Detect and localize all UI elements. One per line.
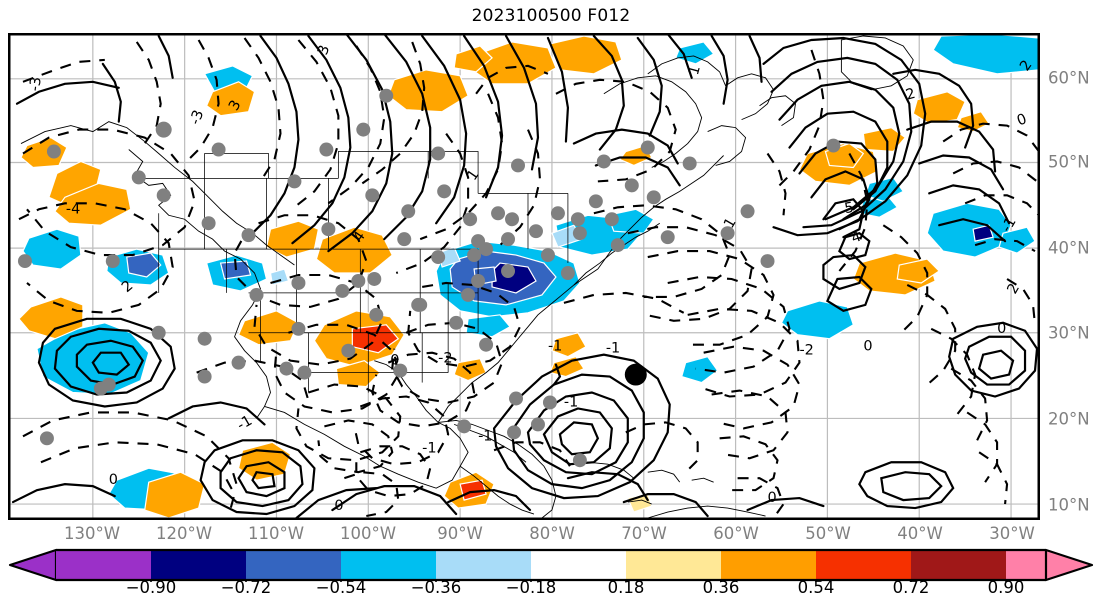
svg-text:0: 0 <box>390 353 399 369</box>
svg-text:-4: -4 <box>66 201 80 217</box>
ytick-1: 50°N <box>1048 152 1090 172</box>
xtick-2: 110°W <box>247 524 305 543</box>
ytick-2: 40°N <box>1048 238 1090 258</box>
shaded-field <box>18 34 1039 519</box>
svg-text:0: 0 <box>334 498 343 514</box>
storm-center-marker[interactable] <box>624 363 647 386</box>
svg-text:1: 1 <box>686 64 704 77</box>
xtick-10: 30°W <box>989 524 1035 543</box>
cbar-seg-5 <box>531 550 626 580</box>
cbar-extend-max <box>1044 548 1094 582</box>
svg-text:0: 0 <box>109 472 118 488</box>
svg-text:0: 0 <box>863 339 872 355</box>
map-canvas: -3 -4 -3 3 3 0 -2 4 2 -1 -1 -1 -1 -1 1 1… <box>9 34 1039 519</box>
xtick-6: 70°W <box>621 524 667 543</box>
svg-text:-3: -3 <box>187 108 207 127</box>
ytick-0: 60°N <box>1048 68 1090 88</box>
colorbar-body <box>8 548 1094 582</box>
cbar-seg-0 <box>56 550 151 580</box>
svg-text:-1: -1 <box>422 440 436 456</box>
colorbar-swatches <box>8 548 1094 582</box>
xtick-9: 40°W <box>897 524 943 543</box>
svg-text:-1: -1 <box>564 394 578 410</box>
cbar-ticklabel-9: 0.90 <box>987 578 1025 597</box>
cbar-ticklabel-7: 0.54 <box>797 578 835 597</box>
xtick-0: 130°W <box>63 524 121 543</box>
cbar-ticklabel-4: −0.18 <box>505 578 557 597</box>
cbar-seg-3 <box>341 550 436 580</box>
svg-text:-1: -1 <box>606 341 620 357</box>
xtick-7: 60°W <box>713 524 759 543</box>
svg-text:-2: -2 <box>438 351 452 367</box>
ytick-5: 10°N <box>1048 495 1090 515</box>
cbar-ticklabel-5: 0.18 <box>607 578 645 597</box>
svg-text:-1: -1 <box>999 215 1020 235</box>
svg-text:-2: -2 <box>799 343 813 359</box>
svg-text:2: 2 <box>904 86 917 104</box>
cbar-ticklabel-1: −0.72 <box>220 578 272 597</box>
svg-text:0: 0 <box>997 321 1006 337</box>
cbar-ticklabel-6: 0.36 <box>702 578 740 597</box>
cbar-seg-9 <box>911 550 1006 580</box>
cbar-seg-4 <box>436 550 531 580</box>
xtick-1: 120°W <box>155 524 213 543</box>
svg-text:5: 5 <box>843 200 855 217</box>
contour-labels: -3 -4 -3 3 3 0 -2 4 2 -1 -1 -1 -1 -1 1 1… <box>27 43 1036 514</box>
cbar-seg-2 <box>246 550 341 580</box>
xtick-8: 50°W <box>805 524 851 543</box>
svg-text:0: 0 <box>768 490 777 506</box>
colorbar-ticks <box>150 580 1007 582</box>
cbar-ticklabel-8: 0.72 <box>892 578 930 597</box>
ytick-4: 20°N <box>1048 409 1090 429</box>
cbar-seg-10 <box>1006 550 1046 580</box>
map-plot-area[interactable]: -3 -4 -3 3 3 0 -2 4 2 -1 -1 -1 -1 -1 1 1… <box>8 33 1040 520</box>
colorbar[interactable]: −0.90 −0.72 −0.54 −0.36 −0.18 0.18 0.36 … <box>0 548 1102 613</box>
state-borders <box>144 151 569 393</box>
xtick-3: 100°W <box>339 524 397 543</box>
station-markers[interactable] <box>17 88 841 468</box>
cbar-ticklabel-3: −0.36 <box>410 578 462 597</box>
xtick-5: 80°W <box>529 524 575 543</box>
page-title: 2023100500 F012 <box>471 6 631 26</box>
cbar-ticklabel-0: −0.90 <box>125 578 177 597</box>
cbar-ticklabel-2: −0.54 <box>315 578 367 597</box>
cbar-seg-1 <box>151 550 246 580</box>
contours-solid <box>11 34 1039 519</box>
xtick-4: 90°W <box>437 524 483 543</box>
cbar-seg-6 <box>626 550 721 580</box>
cbar-extend-min <box>8 548 58 582</box>
svg-text:-1: -1 <box>548 339 562 355</box>
svg-text:-1: -1 <box>235 413 255 434</box>
svg-text:-3: -3 <box>27 76 45 92</box>
cbar-seg-7 <box>721 550 816 580</box>
cbar-seg-8 <box>816 550 911 580</box>
ytick-3: 30°N <box>1048 323 1090 343</box>
svg-text:-1: -1 <box>478 428 492 444</box>
